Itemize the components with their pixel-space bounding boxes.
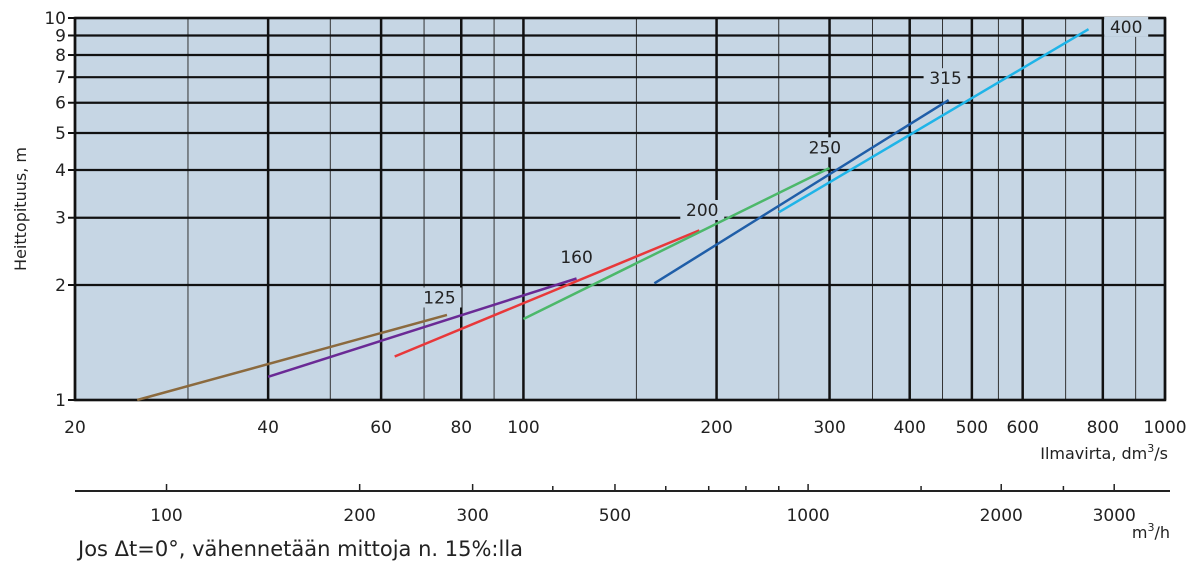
secondary-tick-label: 300 (456, 506, 488, 526)
y-tick-label: 6 (55, 94, 66, 114)
series-line-125 (136, 313, 448, 402)
y-tick-label: 3 (55, 209, 66, 229)
x-tick-label: 1000 (1143, 418, 1186, 438)
y-tick-label: 5 (55, 124, 66, 144)
series-label-bg-160 (554, 246, 599, 267)
x-tick-label: 200 (700, 418, 732, 438)
x-tick-label: 300 (813, 418, 845, 438)
series-label-bg-200 (680, 199, 725, 220)
plot-frame (73, 16, 1167, 402)
x-tick-label: 20 (64, 418, 86, 438)
series-label-bg-315 (923, 68, 968, 89)
series-label-bg-400 (1104, 16, 1149, 37)
x-tick-label: 500 (956, 418, 988, 438)
series-group: 125 160 200 250 315 400 (136, 16, 1149, 402)
x-tick-label: 600 (1006, 418, 1038, 438)
series-label-160: 160 (560, 248, 592, 268)
x-tick-label: 40 (257, 418, 279, 438)
series-label-bg-250 (802, 137, 847, 158)
x-tick-label: 100 (507, 418, 539, 438)
series-line-315 (653, 98, 950, 285)
grid (73, 16, 1167, 402)
series-label-200: 200 (686, 201, 718, 221)
secondary-tick-label: 2000 (980, 506, 1023, 526)
y-axis-title: Heittopituus, m (11, 147, 30, 271)
note-text: Jos Δt=0°, vähennetään mittoja n. 15%:ll… (76, 537, 523, 561)
y-tick-label: 7 (55, 68, 66, 88)
series-label-315: 315 (929, 69, 961, 89)
y-tick-label: 4 (55, 161, 66, 181)
series-line-160 (267, 277, 577, 379)
secondary-tick-label: 3000 (1093, 506, 1136, 526)
secondary-axis: 100 200 300 500 1000 2000 3000 (75, 484, 1170, 526)
series-line-400 (778, 28, 1090, 214)
series-label-400: 400 (1110, 18, 1142, 38)
y-tick-label: 8 (55, 46, 66, 66)
y-tick-label: 10 (44, 9, 66, 29)
plot-area (75, 18, 1165, 400)
y-tick-label: 2 (55, 276, 66, 296)
series-label-250: 250 (809, 138, 841, 158)
series-label-bg-125 (417, 287, 462, 308)
x-tick-label: 400 (893, 418, 925, 438)
y-tick-label: 1 (55, 391, 66, 411)
secondary-tick-label: 1000 (786, 506, 829, 526)
series-label-125: 125 (423, 288, 455, 308)
y-tick-label: 9 (55, 26, 66, 46)
x-tick-label: 800 (1087, 418, 1119, 438)
secondary-tick-label: 200 (343, 506, 375, 526)
x-axis-title: Ilmavirta, dm3/s (1040, 442, 1168, 463)
series-line-250 (522, 166, 831, 321)
series-line-200 (394, 229, 700, 358)
secondary-tick-label: 500 (599, 506, 631, 526)
x-axis-ticks: 20 40 60 80 100 200 300 400 500 600 800 1000 (64, 418, 1186, 438)
secondary-tick-label: 100 (150, 506, 182, 526)
x-tick-label: 60 (370, 418, 392, 438)
x-tick-label: 80 (450, 418, 472, 438)
secondary-axis-title: m3/h (1132, 521, 1170, 542)
